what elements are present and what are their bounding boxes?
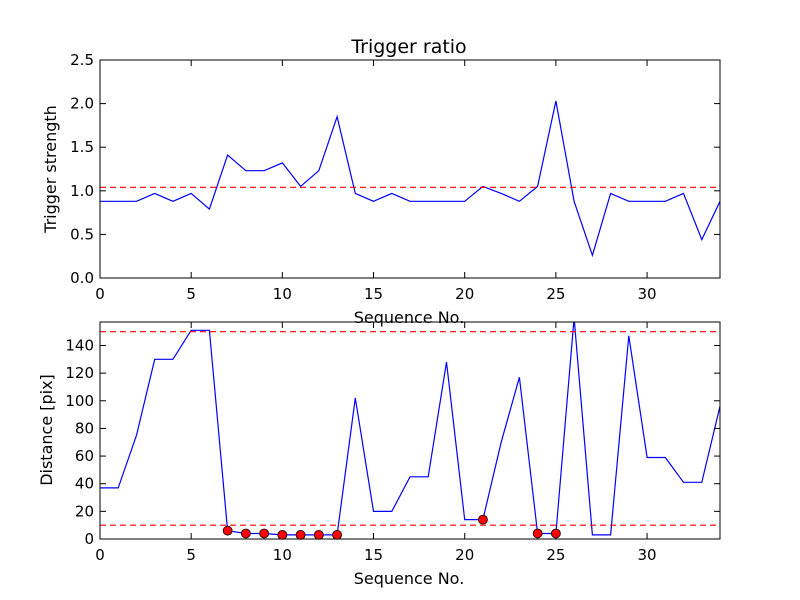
y-tick-label: 2.5	[70, 51, 94, 69]
data-point-marker	[295, 529, 306, 540]
trigger-ratio-chart: Trigger ratio 0 5 10 15 20 25 30 0.0 0.5 1.0 1.5 2.…	[41, 36, 721, 327]
y-tick-label: 120	[65, 364, 94, 382]
x-tick-label: 10	[273, 285, 292, 303]
y-tick-label: 40	[75, 475, 94, 493]
x-tick-label: 20	[455, 285, 474, 303]
plot-frame	[99, 321, 721, 540]
x-tick-label: 15	[364, 546, 383, 564]
x-tick-label: 30	[638, 285, 657, 303]
x-tick-label: 5	[186, 546, 196, 564]
y-tick-label: 0	[84, 530, 94, 548]
data-point-marker	[550, 528, 561, 539]
data-point-marker	[478, 514, 488, 525]
plot-frame	[99, 59, 721, 279]
y-tick-label: 140	[65, 336, 94, 354]
y-tick-label: 1.0	[70, 182, 94, 200]
y-tick-label: 80	[75, 419, 94, 437]
x-tick-label: 10	[273, 546, 292, 564]
x-tick-label: 20	[455, 546, 474, 564]
x-tick-label: 15	[364, 285, 383, 303]
distance-chart: 0 5 10 15 20 25 30 0 20 40 60 80 100 120 140 Sequence …	[37, 321, 721, 588]
y-tick-label: 0.5	[70, 225, 94, 243]
y-tick-label: 60	[75, 447, 94, 465]
x-tick-label: 25	[546, 546, 565, 564]
x-tick-label: 0	[95, 285, 105, 303]
x-tick-label: 5	[186, 285, 196, 303]
series-line	[100, 322, 720, 536]
y-tick-label: 1.5	[70, 138, 94, 156]
data-point-marker	[240, 528, 251, 539]
data-point-marker	[313, 529, 324, 540]
data-point-marker	[332, 529, 342, 540]
x-tick-label: 30	[638, 546, 657, 564]
data-point-marker	[222, 525, 233, 536]
y-axis-label: Trigger strength	[41, 105, 60, 234]
y-axis-label: Distance [pix]	[37, 374, 56, 486]
data-point-marker	[532, 528, 543, 539]
series-line	[100, 100, 720, 258]
data-point-marker	[259, 528, 270, 539]
data-point-marker	[277, 529, 288, 540]
x-tick-label: 25	[546, 285, 565, 303]
y-tick-label: 100	[65, 392, 94, 410]
x-axis-label: Sequence No.	[354, 569, 465, 588]
x-tick-label: 0	[95, 546, 105, 564]
chart-title: Trigger ratio	[350, 36, 466, 58]
x-axis-label: Sequence No.	[354, 308, 465, 327]
y-tick-label: 0.0	[70, 269, 94, 287]
y-tick-label: 2.0	[70, 95, 94, 113]
y-tick-label: 20	[75, 502, 94, 520]
